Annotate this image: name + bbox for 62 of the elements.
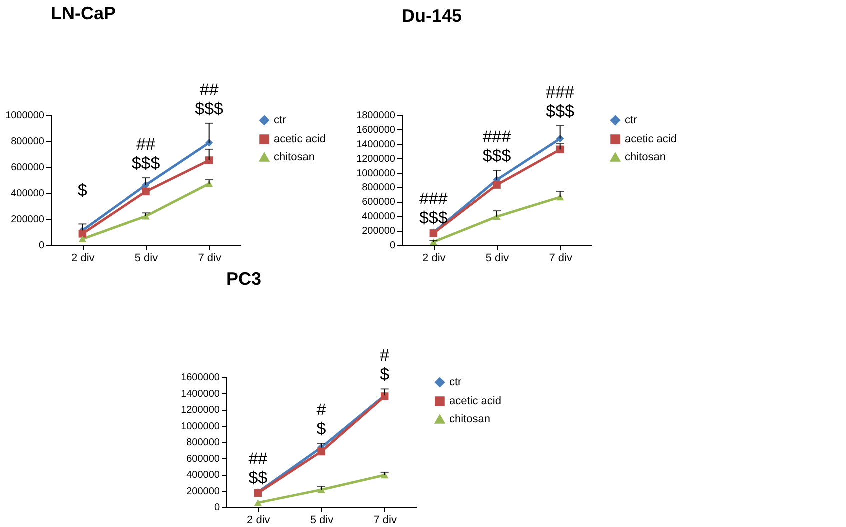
point	[254, 500, 262, 506]
point	[205, 156, 214, 164]
y-tick-label: 400000	[362, 212, 396, 223]
y-tick-label: 1000000	[181, 421, 220, 432]
chart-title: Du-145	[402, 6, 462, 26]
legend-label: ctr	[450, 376, 462, 388]
legend-label: acetic acid	[450, 396, 502, 408]
y-tick-label: 1200000	[181, 405, 220, 416]
annotation: ### $$$	[482, 128, 512, 166]
x-tick-label: 7 div	[374, 514, 398, 526]
y-tick-label: 0	[38, 240, 45, 252]
x-tick-label: 5 div	[486, 252, 510, 264]
y-tick-label: 600000	[362, 197, 396, 208]
y-tick-label: 1400000	[181, 388, 220, 400]
y-tick-label: 1400000	[356, 139, 396, 150]
legend-label: ctr	[625, 114, 638, 126]
x-tick-label: 2 div	[72, 252, 96, 264]
legend-label: ctr	[274, 114, 287, 126]
y-tick-label: 0	[214, 502, 220, 514]
y-tick-label: 200000	[186, 486, 220, 498]
y-tick-label: 200000	[11, 214, 45, 226]
y-tick-label: 400000	[11, 188, 45, 200]
y-tick-label: 0	[390, 240, 396, 252]
x-tick-label: 2 div	[422, 252, 446, 264]
point	[78, 230, 87, 238]
chart-title: LN-CaP	[51, 3, 116, 24]
x-tick-label: 5 div	[134, 252, 159, 264]
y-tick-label: 1800000	[356, 110, 396, 122]
point	[78, 236, 87, 243]
chart-title: PC3	[226, 269, 262, 290]
y-tick-label: 800000	[362, 182, 396, 194]
x-tick-label: 5 div	[310, 514, 334, 526]
y-tick-label: 1600000	[356, 124, 396, 136]
annotation: ## $$	[248, 449, 268, 488]
legend-label: acetic acid	[625, 134, 677, 146]
annotation: ### $$$	[419, 190, 448, 228]
legend-label: chitosan	[274, 152, 315, 164]
point	[142, 188, 150, 196]
y-tick-label: 600000	[11, 162, 45, 174]
y-tick-label: 1600000	[181, 372, 220, 384]
x-tick-label: 2 div	[247, 514, 271, 526]
annotation: ## $$$	[132, 135, 161, 174]
annotation: # $	[380, 346, 390, 384]
y-tick-label: 1000000	[6, 110, 45, 122]
legend-label: chitosan	[450, 414, 490, 426]
y-tick-label: 600000	[186, 454, 220, 465]
y-tick-label: 800000	[11, 136, 45, 148]
annotation: # $	[316, 400, 327, 439]
annotation: $	[78, 181, 88, 200]
y-tick-label: 400000	[186, 470, 220, 481]
y-tick-label: 200000	[362, 226, 396, 238]
y-tick-label: 1000000	[356, 168, 396, 180]
x-tick-label: 7 div	[549, 252, 573, 264]
annotation: ## $$$	[195, 80, 224, 118]
point	[493, 181, 501, 189]
x-tick-label: 7 div	[198, 252, 222, 264]
y-tick-label: 1200000	[356, 154, 396, 165]
legend-label: acetic acid	[274, 134, 326, 146]
annotation: ### $$$	[546, 82, 576, 121]
legend-label: chitosan	[625, 152, 666, 164]
y-tick-label: 800000	[186, 438, 220, 448]
point	[318, 448, 326, 456]
